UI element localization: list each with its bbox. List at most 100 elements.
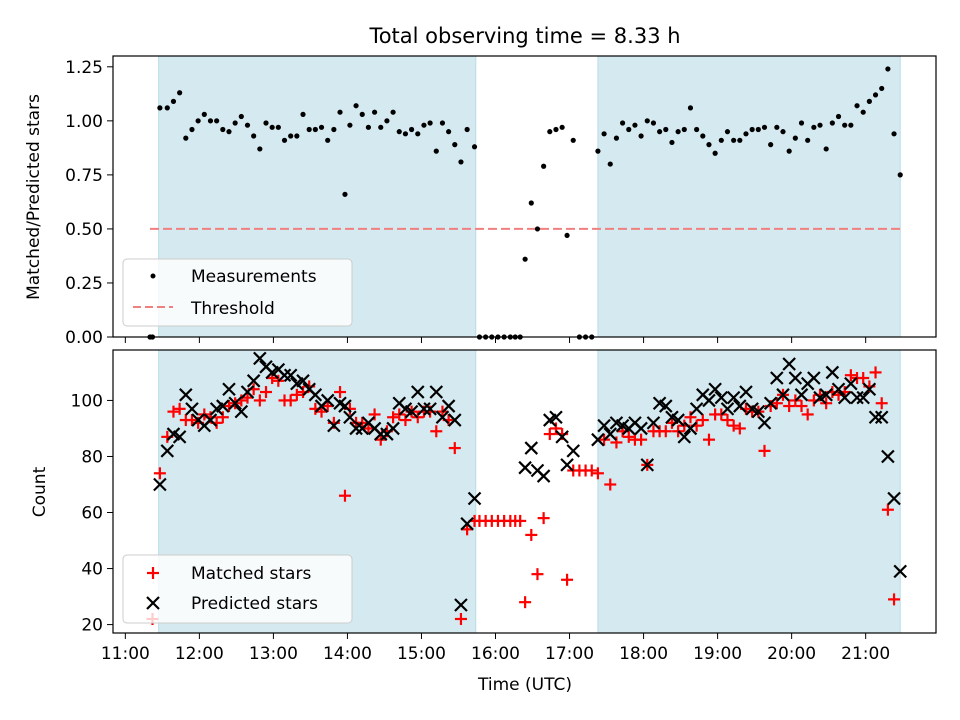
predicted-star-point — [441, 399, 456, 413]
measurement-point — [553, 126, 559, 133]
matched-star-point — [844, 369, 857, 382]
predicted-star-point — [283, 368, 298, 382]
measurement-point — [331, 126, 337, 133]
matched-star-point — [888, 593, 901, 606]
x-tick-label: 18:00 — [619, 644, 668, 664]
y-tick-label: 80 — [81, 447, 103, 467]
predicted-star-point — [597, 418, 611, 433]
predicted-star-point — [807, 371, 821, 385]
chart-title: Total observing time = 8.33 h — [368, 24, 680, 48]
measurement-point — [528, 200, 534, 206]
matched-star-point — [604, 478, 617, 491]
y-tick-label: 0.75 — [65, 166, 103, 186]
predicted-star-point — [837, 390, 852, 405]
measurement-point — [275, 124, 281, 130]
matched-star-points — [146, 366, 901, 625]
predicted-star-point — [714, 390, 729, 405]
legend-marker-predicted — [146, 596, 160, 610]
matched-star-point — [543, 428, 556, 441]
predicted-star-point — [172, 430, 187, 444]
predicted-star-point — [296, 374, 310, 388]
measurement-point — [718, 137, 724, 143]
predicted-star-point — [536, 469, 551, 483]
predicted-star-point — [423, 402, 437, 416]
measurement-point — [446, 129, 452, 135]
predicted-star-point — [893, 564, 907, 579]
predicted-star-point — [603, 427, 618, 441]
measurement-point — [570, 137, 576, 143]
measurement-point — [559, 124, 565, 130]
measurement-point — [371, 109, 378, 115]
matched-star-point — [727, 419, 740, 432]
matched-star-point — [216, 411, 229, 424]
ratio-panel-frame — [112, 55, 937, 338]
measurement-point — [619, 120, 626, 126]
matched-star-point — [721, 414, 734, 427]
measurement-point — [534, 226, 541, 232]
measurement-point — [325, 137, 331, 143]
measurement-point — [786, 148, 792, 154]
predicted-star-point — [343, 410, 357, 425]
measurement-point — [657, 129, 663, 135]
x-tick-label: 13:00 — [249, 644, 298, 664]
measurement-point — [433, 148, 439, 154]
predicted-star-point — [868, 410, 883, 425]
predicted-star-point — [153, 477, 167, 492]
measurement-point — [879, 85, 885, 92]
predicted-star-point — [782, 357, 796, 371]
matched-star-point — [387, 411, 400, 424]
x-tick-label: 15:00 — [397, 644, 446, 664]
measurement-point — [522, 256, 528, 262]
measurement-point — [220, 126, 226, 133]
predicted-star-point — [856, 390, 870, 405]
matched-star-point — [857, 372, 870, 385]
measurement-point — [353, 103, 359, 109]
ratio-legend: Measurements Threshold — [122, 258, 353, 327]
measurement-point — [798, 120, 805, 126]
predicted-star-point — [448, 413, 462, 427]
measurement-point — [177, 90, 183, 96]
predicted-star-point — [733, 399, 747, 413]
matched-star-point — [610, 436, 623, 449]
predicted-star-point — [277, 368, 292, 382]
matched-star-point — [875, 397, 888, 410]
matched-star-point — [266, 372, 279, 385]
predicted-star-point — [373, 427, 388, 441]
measurement-point — [712, 150, 718, 156]
matched-star-point — [537, 512, 550, 525]
measurement-point — [337, 109, 343, 115]
measurement-point — [170, 98, 177, 104]
predicted-star-point — [646, 416, 661, 430]
measurement-point — [294, 133, 300, 139]
matched-star-point — [549, 422, 562, 435]
predicted-star-point — [253, 351, 267, 366]
predicted-star-point — [216, 399, 230, 413]
predicted-star-point — [560, 458, 574, 472]
matched-star-point — [758, 444, 771, 457]
predicted-star-point — [386, 421, 400, 436]
y-tick-label: 40 — [81, 560, 103, 580]
measurement-point — [427, 120, 433, 126]
matched-star-point — [531, 568, 544, 581]
measurement-point — [306, 126, 312, 133]
measurement-point — [897, 172, 903, 178]
matched-star-point — [290, 388, 303, 401]
legend-box — [122, 554, 353, 624]
measurement-point — [823, 146, 829, 152]
measurement-point — [885, 66, 891, 72]
x-ticks-time: 11:00 12:00 13:00 14:00 15:00 16:00 17:00 18:00… — [101, 633, 890, 664]
measurement-point — [421, 122, 427, 128]
matched-star-point — [525, 528, 538, 541]
measurement-point — [547, 129, 553, 135]
measurement-point — [390, 109, 396, 115]
y-axis-label-count: Count — [30, 466, 50, 517]
predicted-star-point — [308, 388, 323, 402]
measurement-point — [595, 148, 601, 154]
predicted-star-point — [320, 393, 335, 408]
predicted-star-point — [850, 390, 864, 405]
measurement-point — [694, 126, 700, 133]
matched-star-point — [315, 405, 328, 418]
matched-star-point — [783, 400, 796, 413]
measurement-point — [415, 131, 421, 137]
